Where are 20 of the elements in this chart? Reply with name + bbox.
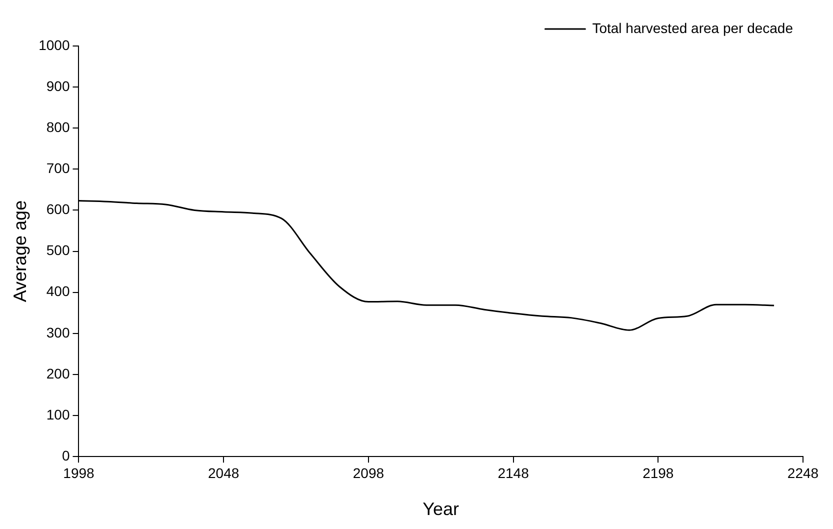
y-tick-label: 1000 bbox=[38, 36, 70, 53]
y-tick-label: 0 bbox=[62, 447, 70, 464]
x-tick-label: 2048 bbox=[208, 464, 240, 481]
y-tick-label: 400 bbox=[46, 283, 70, 300]
y-tick-label: 500 bbox=[46, 242, 70, 258]
y-tick-label: 300 bbox=[46, 324, 70, 340]
y-axis-title: Average age bbox=[10, 200, 30, 302]
y-tick-label: 900 bbox=[46, 78, 70, 94]
y-tick-label: 200 bbox=[46, 365, 70, 382]
x-tick-label: 2198 bbox=[642, 464, 674, 481]
x-tick-label: 1998 bbox=[63, 464, 95, 481]
y-tick-label: 100 bbox=[46, 406, 70, 422]
y-tick-label: 700 bbox=[46, 160, 70, 176]
x-axis-title: Year bbox=[422, 499, 460, 520]
x-tick-label: 2098 bbox=[352, 464, 384, 481]
legend-label: Total harvested area per decade bbox=[592, 20, 794, 36]
x-tick-label: 2148 bbox=[498, 464, 530, 481]
y-tick-label: 600 bbox=[46, 201, 70, 218]
x-tick-label: 2248 bbox=[787, 464, 819, 481]
y-tick-label: 800 bbox=[46, 118, 70, 135]
